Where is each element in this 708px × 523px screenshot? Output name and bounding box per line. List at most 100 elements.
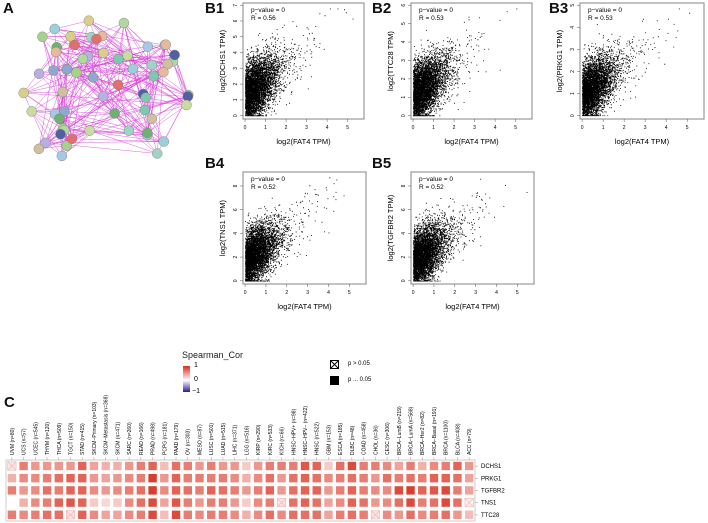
p-value-annotation: p−value = 0 [419, 176, 453, 183]
heatmap-cell [195, 498, 204, 507]
not-significant-mark [66, 510, 75, 520]
y-axis-label: log2(DCHS1 TPM) [218, 29, 227, 92]
column-label: HNSC (n=522) [315, 422, 321, 455]
p-value-annotation: p−value = 0 [251, 176, 285, 183]
x-tick-label: 4 [326, 125, 329, 131]
p-value-annotation: p−value = 0 [251, 7, 285, 14]
heatmap-cell [89, 498, 99, 507]
heatmap-cell [441, 474, 450, 483]
heatmap-cell [242, 474, 251, 483]
network-node [61, 140, 72, 151]
heatmap-cell [218, 461, 228, 471]
network-node [148, 71, 160, 82]
network-edge [88, 20, 175, 56]
heatmap-cell [324, 486, 333, 495]
heatmap-cell [160, 486, 169, 495]
plot-frame [410, 171, 535, 285]
heatmap-legend-title: Spearman_Cor [182, 350, 244, 360]
heatmap-cell [101, 486, 110, 495]
y-tick-label: 7 [233, 4, 239, 7]
colorbar-tick: −1 [192, 388, 200, 395]
network-edge [164, 44, 189, 97]
heatmap-cell [265, 498, 275, 507]
y-tick-label: 2 [570, 70, 576, 73]
r-annotation: R = 0.53 [588, 15, 613, 22]
heatmap-cell [265, 474, 275, 483]
heatmap-cell [195, 474, 204, 483]
r-annotation: R = 0.52 [419, 184, 444, 191]
network-edge [76, 20, 90, 73]
plot-frame [579, 2, 705, 120]
x-tick-label: 2 [285, 290, 288, 296]
heatmap-cell [371, 486, 380, 495]
heatmap-cell [195, 510, 204, 519]
heatmap-cell [406, 498, 415, 507]
network-node [158, 136, 169, 147]
heatmap-cell [207, 474, 216, 483]
y-tick-label: 6 [233, 19, 239, 22]
y-tick-label: 5 [233, 35, 239, 38]
network-node [98, 47, 109, 59]
y-tick-label: 4 [401, 232, 407, 235]
column-label: GBM (n=153) [326, 425, 332, 455]
heatmap-cell [124, 461, 134, 471]
x-tick-label: 0 [244, 290, 247, 296]
network-edge [103, 76, 154, 97]
network-edge [96, 38, 189, 97]
heatmap-cell [136, 461, 146, 471]
heatmap-cell [160, 498, 169, 507]
x-axis-label: log2(FAT4 TPM) [444, 137, 499, 146]
row-label: DCHS1 [481, 464, 502, 470]
x-tick-label: 0 [244, 125, 247, 131]
heatmap-cell [218, 474, 228, 483]
y-tick-label: 0 [401, 279, 407, 282]
y-tick-label: 4 [401, 40, 407, 43]
network-node [123, 125, 135, 136]
y-tick-label: 3 [233, 67, 239, 70]
scatter-points [245, 8, 354, 117]
network-edge [144, 109, 165, 142]
x-tick-label: 2 [285, 125, 288, 131]
scatter-points [245, 177, 345, 282]
heatmap-cell [418, 474, 427, 483]
heatmap-cell [394, 498, 404, 507]
protein-interaction-network [18, 15, 194, 162]
y-tick-label: 0 [233, 114, 239, 117]
y-tick-label: 0 [401, 114, 407, 117]
network-node [142, 41, 153, 52]
column-label: PAAD (n=179) [174, 423, 180, 455]
network-edge [23, 72, 77, 94]
network-edge [72, 138, 164, 142]
heatmap-cell [89, 486, 99, 495]
network-edge [70, 36, 119, 60]
network-edge [88, 20, 152, 66]
heatmap-cell [464, 510, 474, 519]
heatmap-cell [371, 474, 380, 483]
heatmap-cell [300, 498, 310, 507]
scatter-points [413, 178, 528, 282]
network-node [152, 148, 163, 159]
heatmap-cell [31, 474, 40, 483]
column-label: LUAD (n=515) [221, 423, 227, 455]
heatmap-cell [54, 498, 63, 507]
heatmap-cell [429, 486, 439, 495]
heatmap-cell [406, 486, 415, 495]
network-edge [59, 113, 115, 120]
heatmap-cell [148, 461, 157, 471]
network-edge [59, 61, 174, 120]
x-tick-label: 3 [305, 125, 308, 131]
y-tick-label: 1 [401, 96, 407, 99]
network-edge [147, 104, 187, 134]
heatmap-cell [136, 474, 146, 483]
heatmap-cell [418, 510, 427, 519]
scatter-B3: 0 1 2 3 4 5 0 1 2 3 4 5 log2(FAT4 TPM) log2(PRKG1 TPM… [555, 2, 705, 146]
heatmap-cell [382, 474, 392, 483]
column-label: LUSC (n=501) [209, 423, 215, 455]
network-node [50, 46, 62, 58]
heatmap-cell [464, 461, 474, 471]
p-value-annotation: p−value = 0 [419, 7, 453, 14]
network-edge [87, 56, 164, 142]
heatmap-cell [347, 486, 357, 495]
network-edge [87, 56, 187, 106]
network-edge [31, 111, 64, 129]
